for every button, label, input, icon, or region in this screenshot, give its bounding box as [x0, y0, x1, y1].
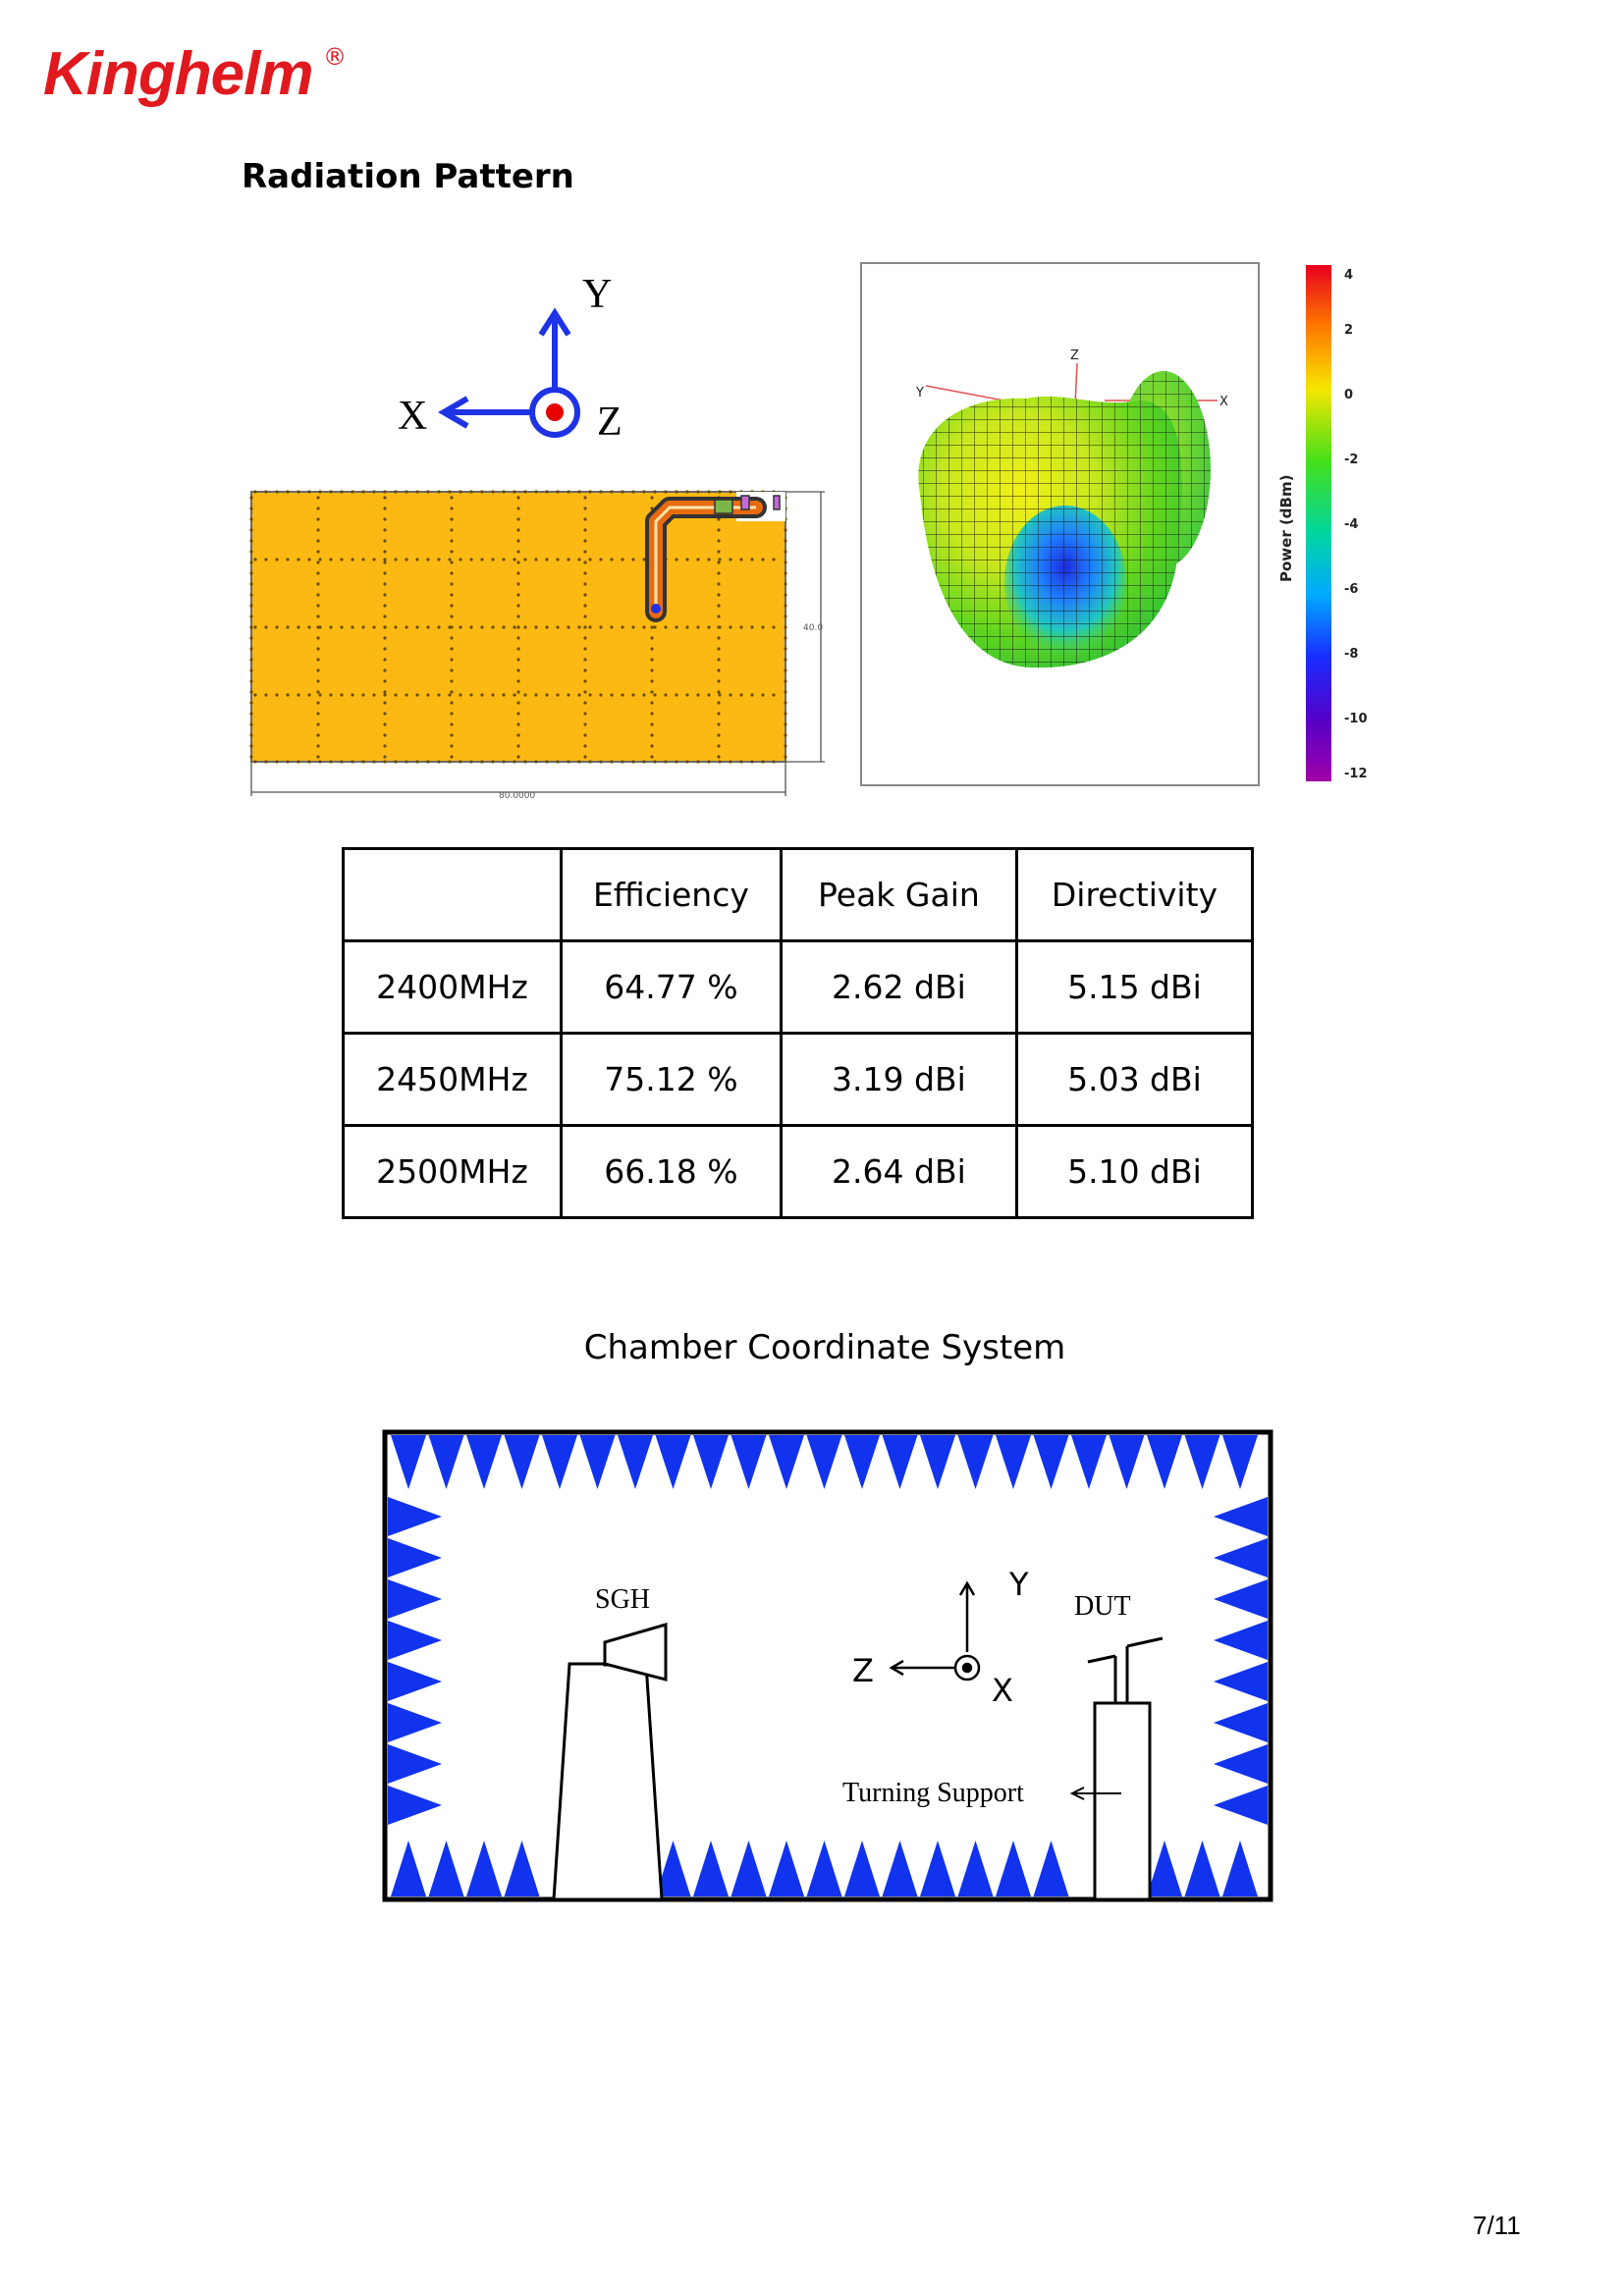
table-cell: 2500MHz — [342, 1124, 563, 1219]
z-axis-label: Z — [597, 400, 623, 445]
table-cell: 66.18 % — [559, 1124, 783, 1219]
table-cell: 5.10 dBi — [1014, 1124, 1255, 1219]
table-cell: 3.19 dBi — [779, 1032, 1018, 1127]
x-arrow — [438, 396, 530, 429]
section-title: Radiation Pattern — [242, 157, 574, 196]
colorbar-tick: 0 — [1344, 388, 1353, 402]
anechoic-chamber-diagram: SGH DUT Y Z X Turning Support — [382, 1429, 1273, 1902]
table-row: 2500MHz 66.18 % 2.64 dBi 5.10 dBi — [342, 1124, 1255, 1219]
chamber-x-label: X — [992, 1672, 1013, 1709]
colorbar-label: Power (dBm) — [1277, 475, 1295, 582]
pcb-width-label: 80.0000 — [499, 791, 535, 801]
table-header-cell: Peak Gain — [779, 847, 1018, 942]
pcb-antenna-layout: 80.0000 40.0 — [249, 490, 825, 801]
colorbar-ticks: 4 2 0 -2 -4 -6 -8 -10 -12 — [1344, 268, 1368, 781]
table-cell: 2.62 dBi — [779, 939, 1018, 1035]
dut-turning-support — [1087, 1636, 1164, 1901]
table-header-cell — [342, 847, 563, 942]
dimension-lines — [250, 491, 825, 796]
plot-z-label: Z — [1070, 348, 1079, 363]
colorbar — [1306, 265, 1331, 781]
radiation-lobe — [918, 371, 1211, 668]
antenna-performance-table: Efficiency Peak Gain Directivity 2400MHz… — [342, 847, 1255, 1219]
colorbar-tick: -12 — [1344, 767, 1368, 781]
rf-absorber-cones — [388, 1435, 1268, 1896]
plot-y-label: Y — [915, 386, 924, 400]
table-cell: 2450MHz — [342, 1032, 563, 1127]
table-header-row: Efficiency Peak Gain Directivity — [342, 847, 1255, 942]
x-axis-label: X — [398, 394, 427, 439]
table-cell: 5.03 dBi — [1014, 1032, 1255, 1127]
table-row: 2450MHz 75.12 % 3.19 dBi 5.03 dBi — [342, 1032, 1255, 1127]
table-row: 2400MHz 64.77 % 2.62 dBi 5.15 dBi — [342, 939, 1255, 1035]
table-cell: 75.12 % — [559, 1032, 783, 1127]
chamber-axes — [889, 1580, 981, 1682]
chamber-title: Chamber Coordinate System — [583, 1328, 1066, 1367]
colorbar-tick: -6 — [1344, 582, 1358, 597]
colorbar-tick: -8 — [1344, 647, 1358, 662]
table-cell: 2.64 dBi — [779, 1124, 1018, 1219]
colorbar-tick: -10 — [1344, 712, 1368, 726]
turning-support-arrow — [1069, 1787, 1121, 1800]
colorbar-tick: -4 — [1344, 517, 1358, 532]
colorbar-tick: -2 — [1344, 453, 1358, 467]
logo-text: Kinghelm — [43, 40, 313, 108]
turning-support-label: Turning Support — [842, 1778, 1024, 1808]
colorbar-tick: 4 — [1344, 268, 1353, 283]
y-axis-label: Y — [582, 272, 612, 317]
chamber-y-label: Y — [1008, 1566, 1029, 1603]
pcb-height-label: 40.0 — [803, 623, 823, 633]
sgh-label: SGH — [595, 1584, 650, 1615]
colorbar-tick: 2 — [1344, 323, 1353, 338]
radiation-pattern-3d-plot: Z Y X Power (dBm) 4 2 0 -2 -4 -6 -8 -10 … — [860, 262, 1368, 786]
table-header-cell: Efficiency — [559, 847, 783, 942]
table-cell: 5.15 dBi — [1014, 939, 1255, 1035]
sgh-horn-antenna — [552, 1623, 668, 1901]
table-cell: 64.77 % — [559, 939, 783, 1035]
via-grid — [249, 490, 787, 764]
kinghelm-logo: Kinghelm ® — [43, 39, 357, 118]
registered-mark: ® — [323, 43, 347, 71]
page-number: 7/11 — [1473, 2211, 1521, 2240]
antenna-trace — [645, 495, 781, 622]
dut-label: DUT — [1074, 1591, 1131, 1622]
table-cell: 2400MHz — [342, 939, 563, 1035]
chamber-z-label: Z — [852, 1652, 874, 1689]
z-out-of-page-icon — [529, 387, 580, 438]
table-header-cell: Directivity — [1014, 847, 1255, 942]
antenna-axes-diagram: Y X Z — [398, 272, 623, 445]
plot-x-label: X — [1219, 395, 1228, 409]
